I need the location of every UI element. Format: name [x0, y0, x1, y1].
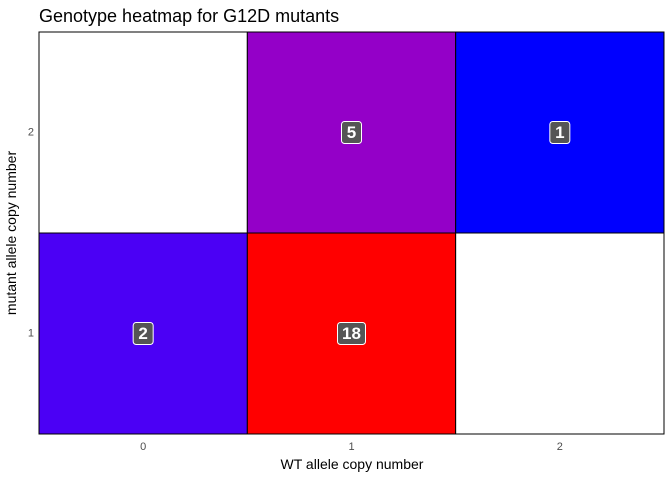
cell-label-wt0-mut1: 2 [132, 322, 154, 345]
cell-label-wt2-mut2: 1 [549, 121, 571, 144]
y-axis-ticks: 12 [28, 127, 34, 340]
cell-label-box [341, 121, 362, 144]
cell-label-box [337, 322, 366, 345]
y-tick-label-2: 2 [28, 127, 34, 139]
cell-value-text: 2 [138, 324, 147, 343]
x-tick-label-1: 1 [348, 441, 354, 453]
heatmap-cell-wt0-mut2 [38, 31, 248, 234]
cell-value-text: 5 [347, 123, 356, 142]
cell-label-box [132, 322, 154, 345]
x-axis-label: WT allele copy number [281, 456, 424, 472]
cell-label-wt1-mut2: 5 [341, 121, 362, 144]
heatmap-cell-labels: 2 18 5 1 [132, 121, 571, 345]
heatmap-cells [38, 31, 665, 435]
chart-title: Genotype heatmap for G12D mutants [39, 6, 339, 26]
cell-value-text: 18 [342, 324, 361, 343]
y-axis-label: mutant allele copy number [3, 151, 19, 316]
cell-value-text: 1 [555, 123, 564, 142]
cell-label-box [549, 121, 571, 144]
y-tick-label-1: 1 [28, 328, 34, 340]
heatmap-cell-wt2-mut1 [455, 232, 665, 435]
cell-label-wt1-mut1: 18 [337, 322, 366, 345]
x-tick-label-2: 2 [557, 441, 563, 453]
x-tick-label-0: 0 [140, 441, 146, 453]
x-axis-ticks: 0 1 2 [140, 441, 563, 453]
